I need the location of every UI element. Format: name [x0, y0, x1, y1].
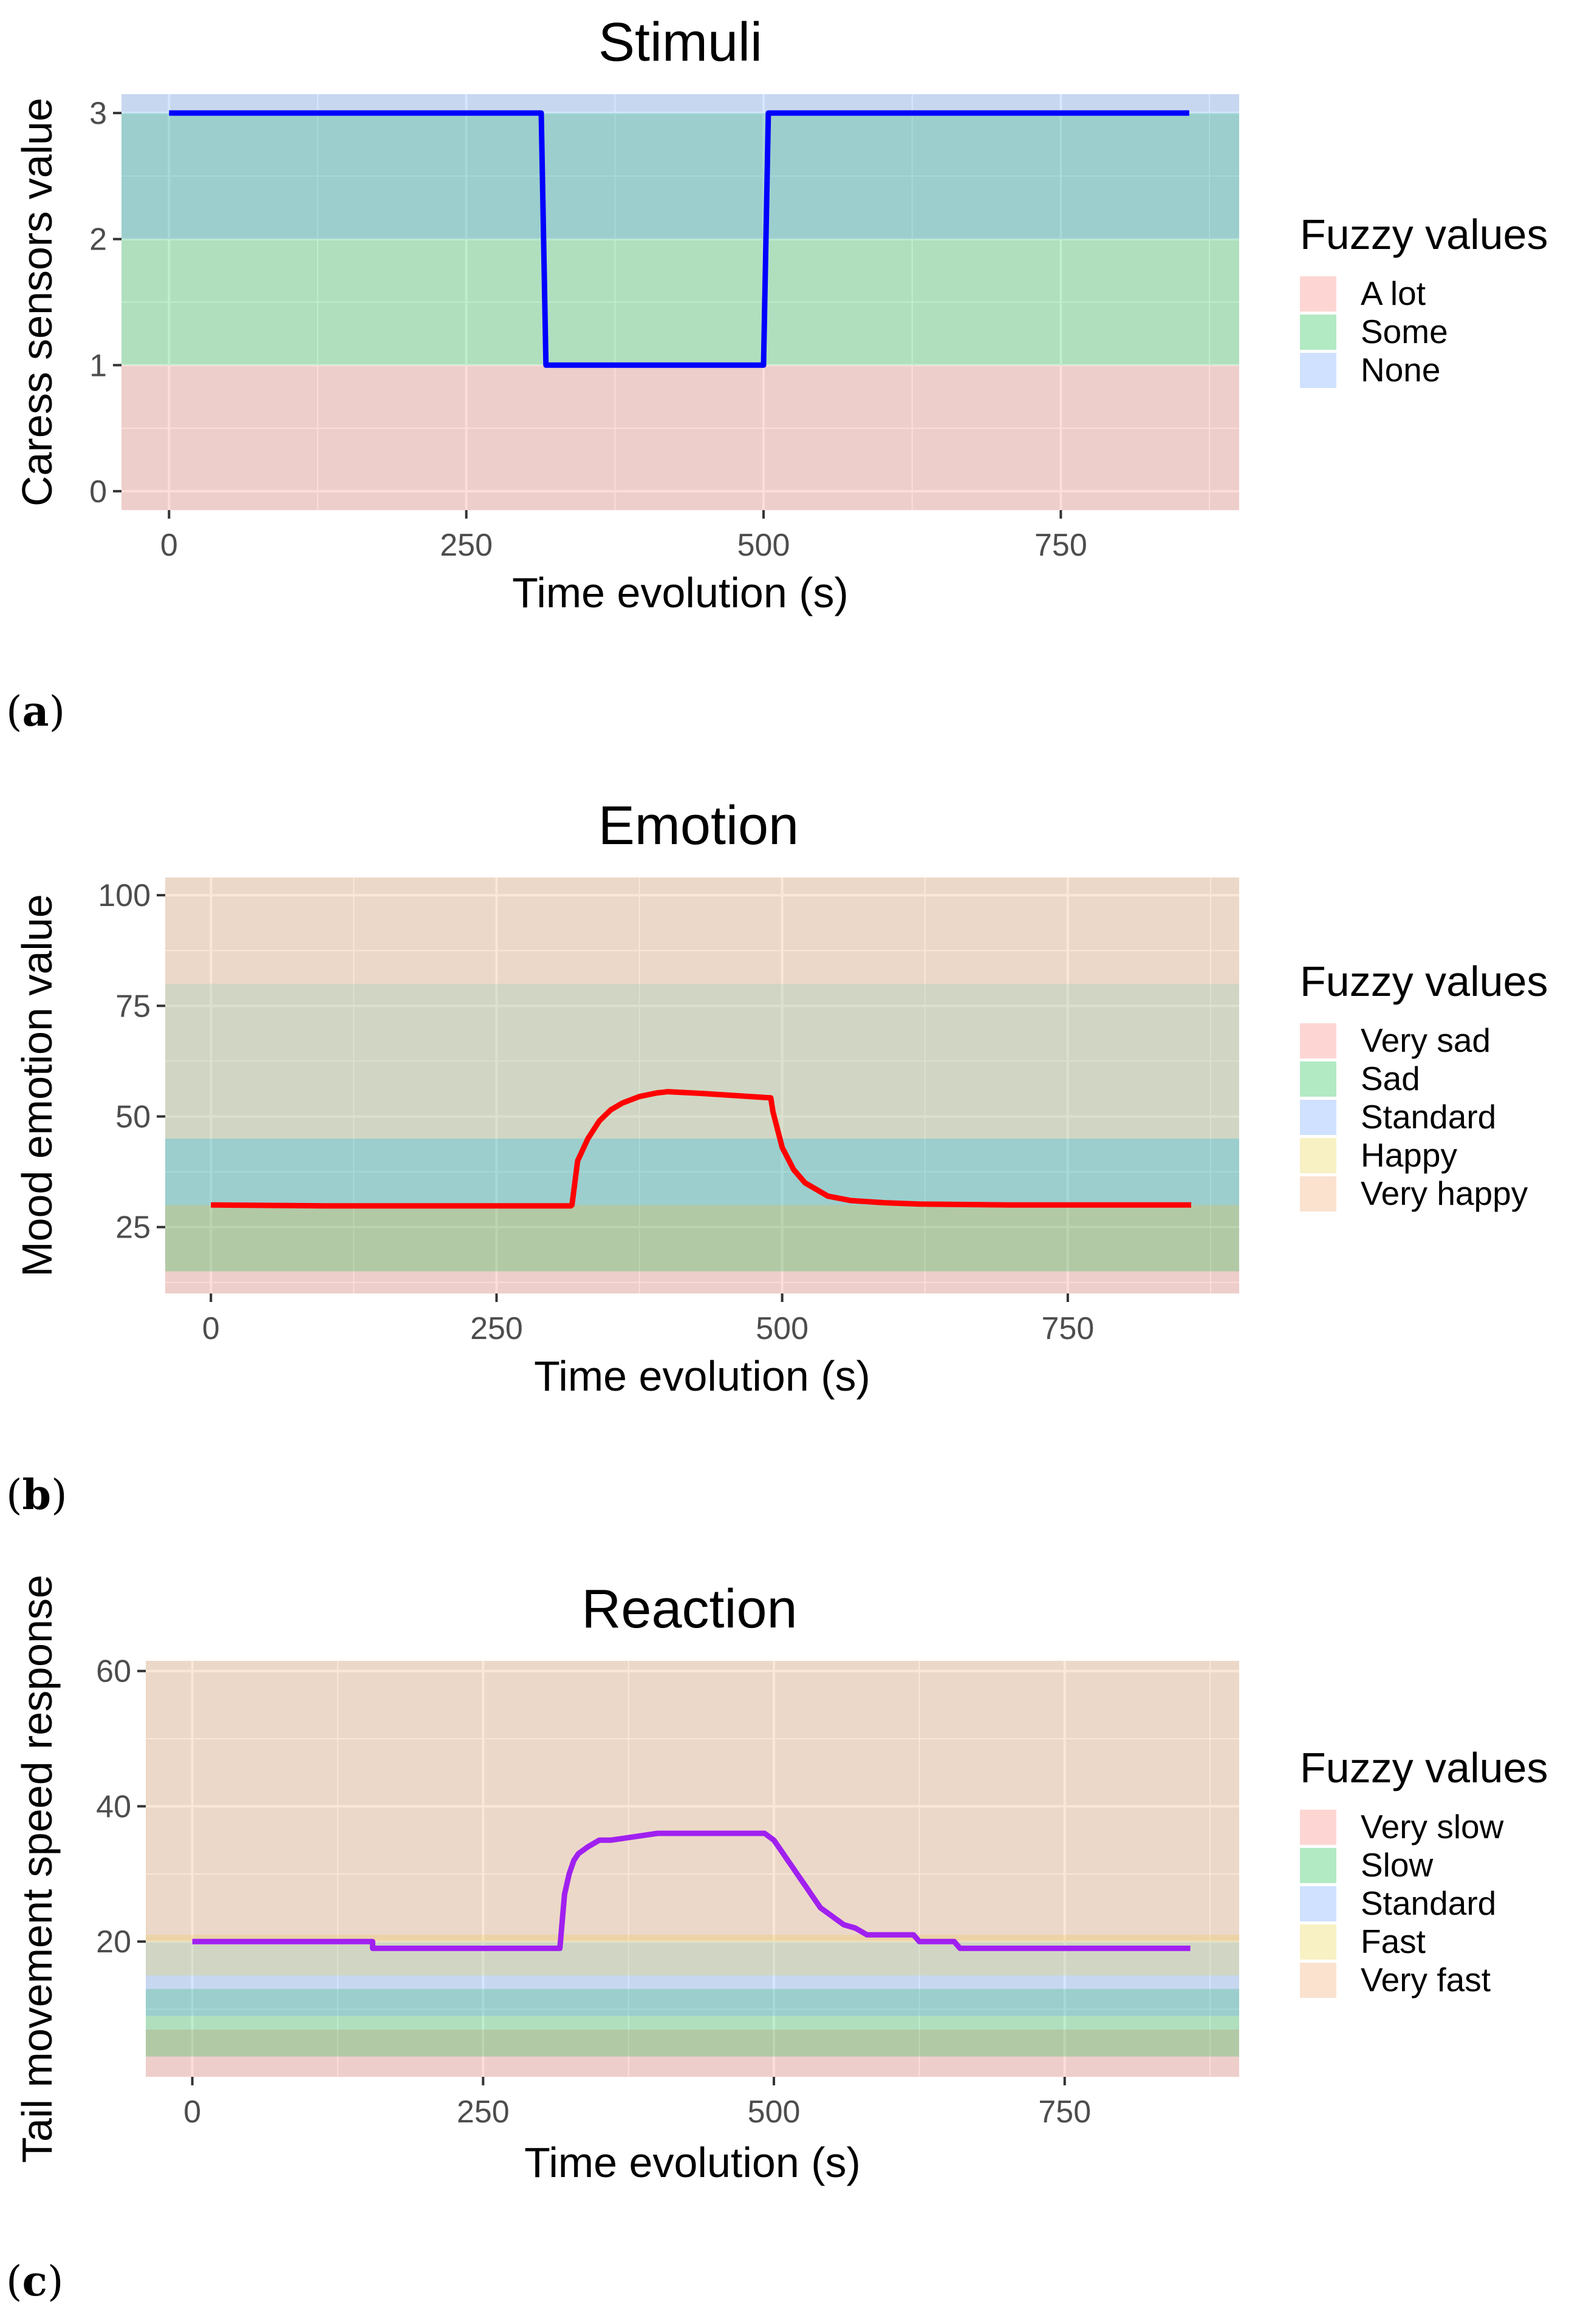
- x-tick-label: 750: [1034, 528, 1087, 563]
- legend-key-none: [1300, 353, 1336, 388]
- fuzzy-bands: [121, 94, 1239, 510]
- legend: Fuzzy values Very slowSlowStandardFastVer…: [1300, 1744, 1548, 1999]
- x-tick-label: 500: [748, 2094, 801, 2130]
- x-tick-label: 250: [440, 528, 493, 563]
- band-happy: [165, 983, 1239, 1139]
- legend-title: Fuzzy values: [1300, 1744, 1548, 1791]
- legend: Fuzzy values Very sadSadStandardHappyVery…: [1300, 958, 1548, 1212]
- y-axis-title: Caress sensors value: [13, 98, 61, 506]
- chart-title: Emotion: [598, 796, 799, 856]
- legend-key-slow: [1300, 1848, 1336, 1883]
- legend-label-very-happy: Very happy: [1361, 1174, 1528, 1212]
- legend-key-a-lot: [1300, 276, 1336, 312]
- legend-key-very-happy: [1300, 1176, 1336, 1211]
- x-tick-label: 250: [470, 1311, 523, 1346]
- plot-panel: [146, 1661, 1239, 2077]
- band-some: [121, 113, 1239, 366]
- x-axis-title: Time evolution (s): [512, 569, 849, 616]
- band-none: [121, 94, 1239, 239]
- x-tick-label: 250: [457, 2094, 510, 2130]
- legend-title: Fuzzy values: [1300, 211, 1548, 258]
- y-tick-label: 2: [89, 222, 107, 257]
- legend-label-a-lot: A lot: [1361, 274, 1426, 312]
- y-tick-label: 100: [98, 878, 151, 913]
- chart-title: Stimuli: [598, 12, 762, 73]
- chart-stimuli: 0 250 500 750 0 1 2 3 Stimuli Time evolution (s) C…: [13, 12, 1548, 616]
- legend-key-fast: [1300, 1924, 1336, 1960]
- legend-label-standard: Standard: [1361, 1098, 1496, 1136]
- legend-label-sad: Sad: [1361, 1060, 1420, 1097]
- legend-label-standard: Standard: [1361, 1884, 1496, 1922]
- chart-reaction: 0 250 500 750 20 40 60 Reaction Time evolution (…: [13, 1575, 1548, 2186]
- panel-label-b: (b): [6, 1471, 67, 1519]
- band-very-happy: [165, 877, 1239, 984]
- axes: 0 250 500 750 0 1 2 3: [89, 96, 1087, 563]
- y-tick-label: 20: [96, 1924, 131, 1960]
- band-very-slow: [146, 2029, 1239, 2077]
- x-tick-label: 0: [183, 2094, 201, 2130]
- y-tick-label: 50: [115, 1100, 151, 1135]
- axes: 0 250 500 750 20 40 60: [96, 1654, 1091, 2130]
- x-tick-label: 500: [756, 1311, 808, 1346]
- y-tick-label: 75: [115, 989, 151, 1024]
- chart-emotion: 0 250 500 750 25 50 75 100 Emotion Time evolution…: [13, 796, 1548, 1400]
- legend-key-standard: [1300, 1100, 1336, 1135]
- x-tick-label: 750: [1038, 2094, 1091, 2130]
- series-line-stimuli: [169, 110, 1189, 368]
- axes: 0 250 500 750 25 50 75 100: [98, 878, 1094, 1346]
- y-tick-label: 25: [115, 1210, 151, 1245]
- y-tick-label: 60: [96, 1654, 131, 1689]
- x-axis-title: Time evolution (s): [534, 1352, 870, 1400]
- band-very-fast: [146, 1661, 1239, 1942]
- y-tick-label: 40: [96, 1789, 131, 1824]
- legend-key-standard: [1300, 1886, 1336, 1921]
- legend-title: Fuzzy values: [1300, 958, 1548, 1005]
- legend-label-fast: Fast: [1361, 1923, 1426, 1960]
- x-tick-label: 0: [202, 1311, 220, 1346]
- legend-label-very-fast: Very fast: [1361, 1961, 1491, 1999]
- x-axis-title: Time evolution (s): [524, 2139, 861, 2186]
- legend-label-none: None: [1361, 351, 1440, 389]
- legend-key-very-slow: [1300, 1810, 1336, 1845]
- series-line-reaction: [192, 1830, 1191, 1951]
- x-tick-label: 500: [737, 528, 790, 563]
- x-tick-label: 750: [1041, 1311, 1094, 1346]
- legend-label-very-slow: Very slow: [1361, 1808, 1504, 1845]
- band-very-sad: [165, 1205, 1239, 1293]
- legend-label-slow: Slow: [1361, 1846, 1433, 1884]
- y-tick-label: 3: [89, 96, 107, 131]
- legend-key-happy: [1300, 1138, 1336, 1173]
- legend-key-some: [1300, 315, 1336, 350]
- legend-key-sad: [1300, 1061, 1336, 1097]
- fuzzy-bands: [165, 877, 1239, 1293]
- band-slow: [146, 1989, 1239, 2057]
- fuzzy-bands: [146, 1661, 1239, 2077]
- y-tick-label: 0: [89, 474, 107, 509]
- x-tick-label: 0: [160, 528, 178, 563]
- band-standard: [146, 1941, 1239, 2016]
- y-axis-title: Tail movement speed response: [13, 1575, 61, 2163]
- legend-label-some: Some: [1361, 313, 1448, 350]
- panel-label-c: (c): [6, 2257, 63, 2306]
- band-a-lot: [121, 365, 1239, 510]
- panel-label-a: (a): [6, 687, 65, 736]
- gridlines: [165, 877, 1239, 1293]
- legend-label-very-sad: Very sad: [1361, 1021, 1491, 1059]
- plot-panel: [165, 877, 1239, 1293]
- legend-key-very-fast: [1300, 1963, 1336, 1998]
- chart-title: Reaction: [581, 1579, 797, 1640]
- legend-label-happy: Happy: [1361, 1136, 1457, 1174]
- legend-key-very-sad: [1300, 1023, 1336, 1058]
- y-tick-label: 1: [89, 348, 107, 383]
- series-line-emotion: [211, 1089, 1191, 1209]
- y-axis-title: Mood emotion value: [13, 894, 61, 1276]
